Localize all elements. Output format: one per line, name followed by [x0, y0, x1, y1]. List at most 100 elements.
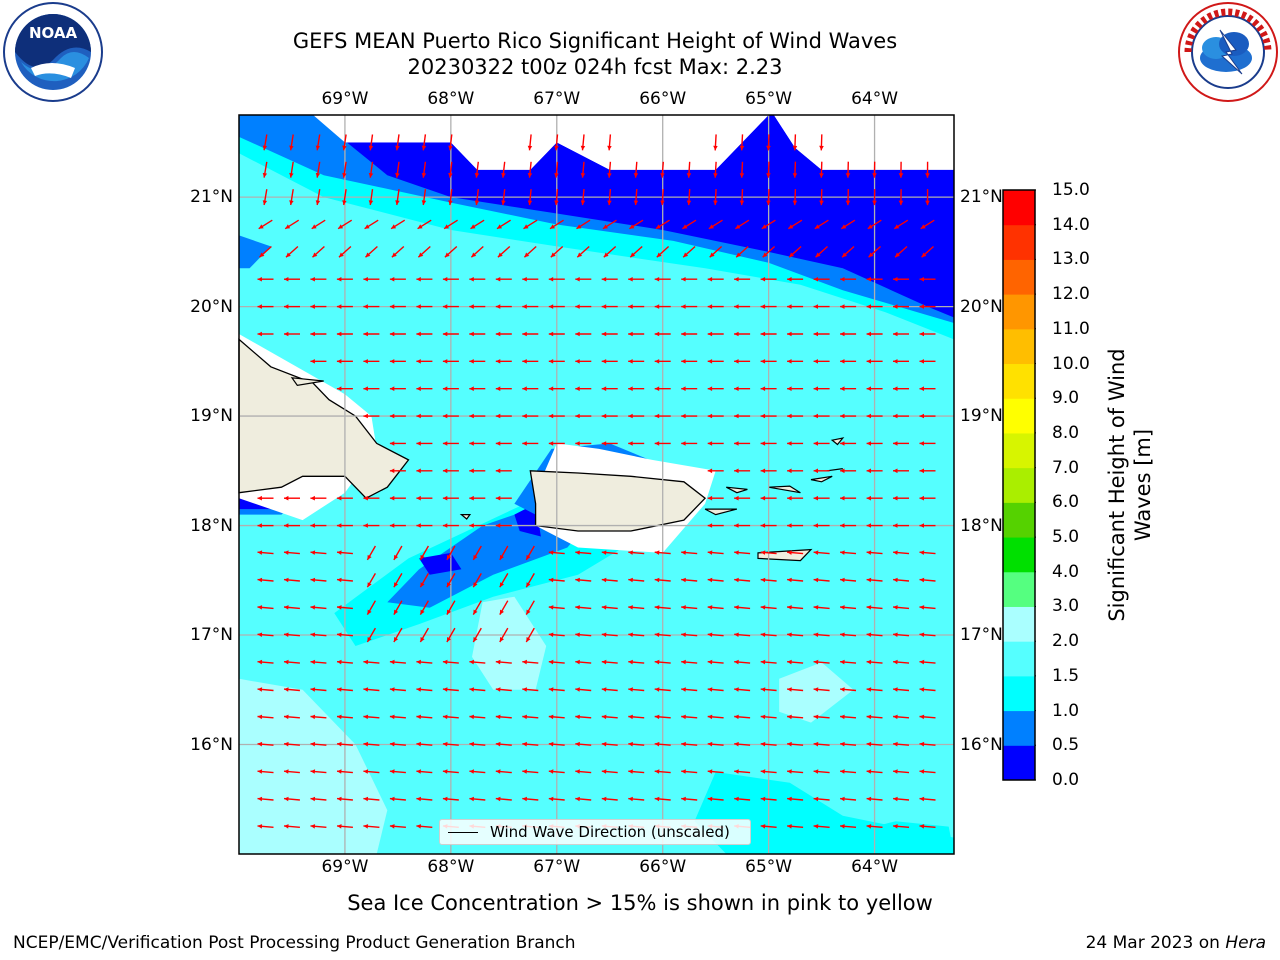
wave-arrow [628, 550, 645, 555]
wave-arrow-head [284, 523, 289, 528]
wave-arrow-head [866, 741, 872, 747]
wave-arrow-head [416, 413, 421, 419]
wave-arrow-head [527, 145, 533, 151]
wave-arrow-head [257, 796, 263, 802]
wave-arrow-head [681, 577, 686, 583]
wave-arrow-head [787, 550, 792, 555]
wave-arrow [336, 824, 353, 829]
lon-tick-label-top: 68°W [427, 89, 475, 109]
wave-arrow-head [840, 550, 845, 555]
wave-arrow [442, 769, 459, 774]
lat-tick-label-right: 20°N [960, 296, 1003, 317]
island-outline [704, 508, 738, 516]
wave-arrow-head [284, 632, 289, 637]
wave-arrow-head [787, 304, 792, 309]
wave-arrow-head [734, 605, 739, 610]
wave-arrow-head [709, 252, 715, 258]
wave-arrow [366, 573, 377, 588]
wave-arrow-head [654, 659, 660, 665]
wave-arrow [525, 573, 535, 588]
wave-arrow [527, 134, 533, 151]
wave-arrow [919, 796, 936, 802]
wave-arrow-head [601, 441, 607, 446]
wave-arrow [893, 359, 909, 364]
wave-arrow-head [866, 386, 871, 391]
wave-band-2.0-3.0 [472, 596, 547, 690]
wave-arrow-head [580, 173, 586, 178]
wave-arrow [866, 468, 883, 474]
wave-arrow [866, 769, 883, 774]
wave-arrow [289, 161, 294, 178]
wave-arrow-head [389, 824, 395, 829]
wave-arrow-head [575, 441, 580, 446]
wave-arrow [442, 386, 459, 391]
wave-arrow [336, 523, 353, 528]
colorbar-level-label: 5.0 [1052, 527, 1080, 548]
wave-arrow-head [389, 413, 395, 419]
host-name: Hera [1225, 933, 1266, 953]
wave-arrow [734, 741, 751, 747]
wave-arrow-head [893, 632, 898, 637]
wave-arrow [472, 627, 482, 643]
wave-arrow-head [548, 714, 554, 720]
wave-arrow [654, 714, 671, 720]
wave-arrow [470, 245, 484, 258]
wave-arrow [548, 632, 565, 637]
graticule [239, 115, 954, 854]
wave-arrow-head [819, 200, 824, 206]
wave-arrow-head [893, 495, 898, 501]
wave-arrow-head [442, 495, 448, 501]
wave-arrow [495, 331, 512, 337]
wave-arrow-head [813, 331, 818, 337]
colorbar-swatch [1003, 641, 1035, 677]
wave-arrow [495, 277, 512, 282]
wave-arrow [442, 468, 459, 474]
wave-arrow-head [813, 523, 818, 528]
wave-arrow [575, 386, 592, 391]
wave-arrow [472, 573, 482, 588]
wave-arrow-head [395, 172, 400, 178]
wave-arrow [575, 441, 592, 446]
wave-arrow-head [633, 173, 639, 178]
wave-arrow [893, 577, 910, 583]
wave-arrow-head [840, 386, 845, 391]
wave-arrow-head [734, 331, 739, 337]
wave-arrow-head [762, 252, 768, 258]
lon-tick-label-bottom: 66°W [639, 857, 687, 877]
wave-arrow-head [548, 441, 554, 446]
wave-arrow [739, 161, 745, 178]
wave-arrow-head [628, 687, 633, 692]
wave-arrow [681, 304, 698, 309]
wave-arrow-head [527, 200, 533, 206]
wave-arrow [310, 632, 327, 637]
wave-arrow [919, 277, 936, 282]
wave-arrow [393, 545, 403, 561]
wave-arrow-head [840, 359, 845, 364]
wave-arrow-head [389, 796, 395, 802]
wave-arrow [628, 359, 645, 364]
wave-arrow [734, 550, 751, 555]
wave-arrow-head [919, 577, 925, 583]
wave-arrow-head [707, 605, 713, 610]
island-outline [290, 377, 324, 387]
wave-arrow-head [867, 224, 873, 229]
colorbar-level-label: 1.5 [1052, 665, 1080, 686]
wave-arrow [654, 687, 671, 692]
wave-arrow [474, 161, 480, 178]
wave-arrow-head [548, 659, 554, 665]
wave-arrow-head [654, 741, 660, 747]
wave-arrow-head [469, 659, 474, 665]
wave-arrow-head [893, 741, 898, 747]
wave-arrow [284, 523, 300, 528]
wave-arrow-head [554, 173, 559, 178]
wave-arrow [866, 550, 883, 555]
wave-arrow-head [866, 605, 872, 610]
wave-arrow [285, 245, 299, 258]
wave-arrow-head [893, 523, 898, 528]
wave-arrow-head [734, 659, 739, 665]
wave-arrow-head [603, 224, 608, 229]
wave-arrow [257, 769, 274, 774]
wave-arrow [389, 359, 406, 364]
wave-arrow [416, 304, 433, 309]
wave-arrow [734, 468, 751, 474]
